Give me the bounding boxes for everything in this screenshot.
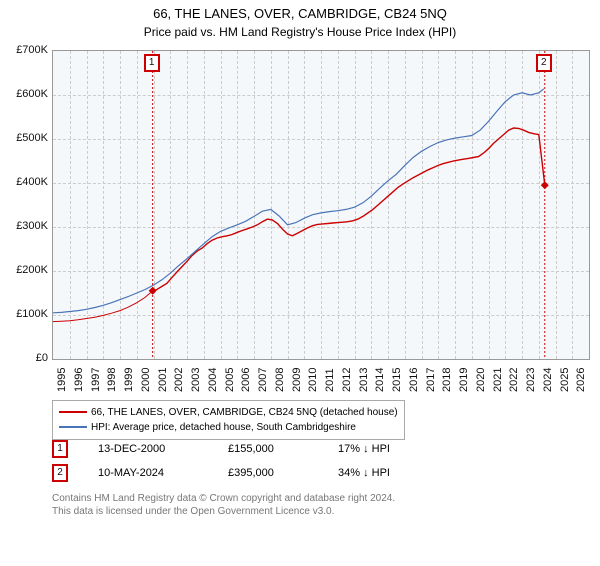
x-axis-label: 2011 [324, 368, 336, 392]
legend-item: HPI: Average price, detached house, Sout… [59, 420, 398, 435]
x-axis-label: 2003 [190, 368, 202, 392]
x-axis-label: 2024 [542, 368, 554, 392]
transaction-delta: 17% ↓ HPI [338, 443, 390, 455]
chart-subtitle: Price paid vs. HM Land Registry's House … [0, 25, 600, 39]
x-axis-label: 2014 [374, 368, 386, 392]
x-axis-label: 2002 [173, 368, 185, 392]
legend-item: 66, THE LANES, OVER, CAMBRIDGE, CB24 5NQ… [59, 405, 398, 420]
transaction-price: £155,000 [228, 443, 308, 455]
chart-title: 66, THE LANES, OVER, CAMBRIDGE, CB24 5NQ [0, 6, 600, 21]
x-axis-label: 2019 [458, 368, 470, 392]
x-axis-label: 2015 [391, 368, 403, 392]
transaction-date: 13-DEC-2000 [98, 443, 198, 455]
event-marker-label: 2 [536, 54, 552, 72]
event-marker-label: 1 [144, 54, 160, 72]
transactions-table: 1 13-DEC-2000 £155,000 17% ↓ HPI 2 10-MAY-202… [52, 440, 390, 488]
x-axis-label: 2021 [492, 368, 504, 392]
transaction-delta: 34% ↓ HPI [338, 467, 390, 479]
x-axis-label: 2026 [575, 368, 587, 392]
x-axis-label: 2017 [425, 368, 437, 392]
footer-line2: This data is licensed under the Open Gov… [52, 506, 334, 517]
x-axis-label: 2007 [257, 368, 269, 392]
transaction-marker: 2 [52, 464, 68, 482]
x-axis-label: 2013 [358, 368, 370, 392]
x-axis-label: 2004 [207, 368, 219, 392]
transaction-row: 2 10-MAY-2024 £395,000 34% ↓ HPI [52, 464, 390, 482]
chart-plot-area [52, 50, 590, 360]
x-axis-label: 2008 [274, 368, 286, 392]
legend-line [59, 426, 87, 428]
footer-line1: Contains HM Land Registry data © Crown c… [52, 493, 395, 504]
transaction-row: 1 13-DEC-2000 £155,000 17% ↓ HPI [52, 440, 390, 458]
x-axis-label: 2006 [240, 368, 252, 392]
x-axis-label: 2022 [508, 368, 520, 392]
x-axis-label: 1995 [56, 368, 68, 392]
x-axis-label: 1996 [73, 368, 85, 392]
x-axis-label: 2009 [291, 368, 303, 392]
x-axis-label: 1998 [106, 368, 118, 392]
series-hpi [53, 89, 544, 313]
x-axis-label: 2016 [408, 368, 420, 392]
y-axis-label: £200K [4, 264, 48, 276]
series-price_paid [153, 128, 545, 291]
x-axis-label: 1999 [123, 368, 135, 392]
x-axis-label: 2005 [224, 368, 236, 392]
transaction-price: £395,000 [228, 467, 308, 479]
transaction-date: 10-MAY-2024 [98, 467, 198, 479]
y-axis-label: £300K [4, 220, 48, 232]
y-axis-label: £600K [4, 88, 48, 100]
series-price_pre [53, 291, 153, 322]
y-axis-label: £400K [4, 176, 48, 188]
y-axis-label: £100K [4, 308, 48, 320]
legend-label: 66, THE LANES, OVER, CAMBRIDGE, CB24 5NQ… [91, 407, 398, 418]
x-axis-label: 2023 [525, 368, 537, 392]
x-axis-label: 2000 [140, 368, 152, 392]
event-diamond [541, 181, 549, 189]
y-axis-label: £500K [4, 132, 48, 144]
x-axis-label: 1997 [90, 368, 102, 392]
legend-line [59, 411, 87, 413]
legend: 66, THE LANES, OVER, CAMBRIDGE, CB24 5NQ… [52, 400, 405, 440]
footer-attribution: Contains HM Land Registry data © Crown c… [52, 492, 395, 518]
x-axis-label: 2012 [341, 368, 353, 392]
legend-label: HPI: Average price, detached house, Sout… [91, 422, 356, 433]
transaction-marker: 1 [52, 440, 68, 458]
x-axis-label: 2018 [441, 368, 453, 392]
chart-svg [53, 51, 589, 359]
x-axis-label: 2010 [307, 368, 319, 392]
x-axis-label: 2020 [475, 368, 487, 392]
x-axis-label: 2025 [559, 368, 571, 392]
y-axis-label: £0 [4, 352, 48, 364]
y-axis-label: £700K [4, 44, 48, 56]
x-axis-label: 2001 [157, 368, 169, 392]
